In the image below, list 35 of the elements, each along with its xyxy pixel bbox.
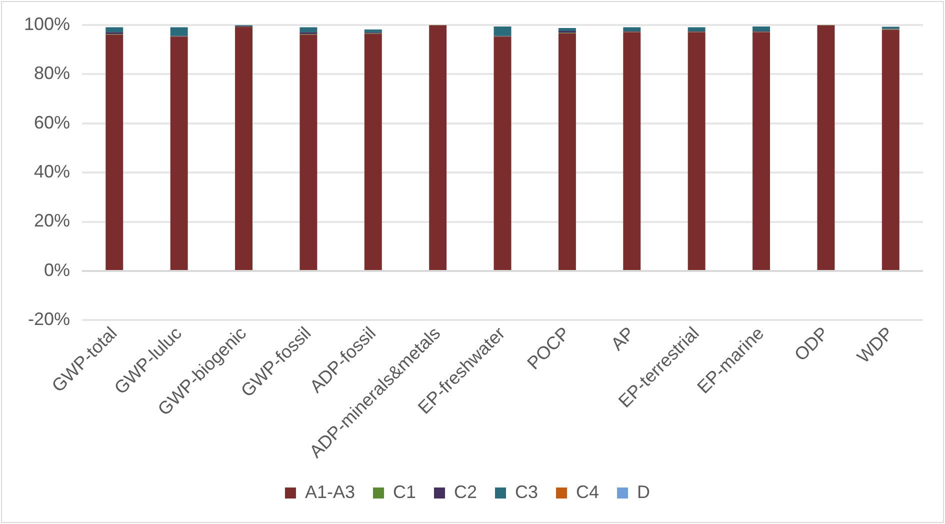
legend-label: A1-A3 [304,482,355,502]
bar [429,25,447,270]
bar [300,34,318,270]
bar [558,28,576,31]
bar [623,27,641,31]
bar [364,34,382,270]
y-tick-label: 20% [34,210,70,231]
y-tick-label: 0% [44,260,70,280]
y-tick-label: 40% [34,161,70,182]
bar [688,27,706,31]
legend-label: C1 [392,482,416,502]
bar [170,27,188,36]
legend-label: C2 [454,482,478,502]
y-tick-label: -20% [28,309,70,330]
legend-label: C3 [515,482,538,502]
y-tick-label: 60% [34,112,70,132]
bar [235,26,252,270]
bar [752,26,770,31]
legend-label: C4 [576,482,600,502]
bar [106,27,124,32]
bar [882,30,900,270]
bar [817,25,835,270]
bar [688,32,706,270]
bar [364,29,382,32]
bar [106,34,124,270]
y-tick-label: 80% [34,63,70,84]
legend-label: D [637,482,650,502]
bar [623,32,641,270]
bar [558,33,576,270]
bar [752,32,770,270]
bar [300,27,318,32]
bar [494,26,512,36]
y-tick-label: 100% [24,14,70,34]
bar [170,36,188,270]
bar [494,36,512,270]
